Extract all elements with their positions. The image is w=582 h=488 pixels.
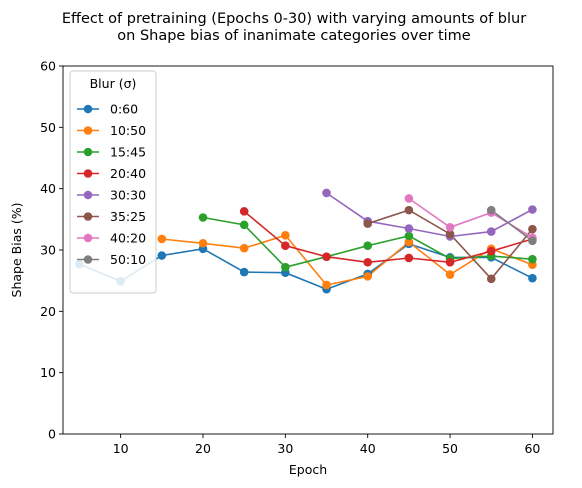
data-point-0-60	[157, 251, 167, 260]
legend: Blur (σ) 0:60 10:50 15:45 20:40 30:30 35:25 40:…	[69, 70, 157, 294]
x-tick-label: 30	[277, 441, 293, 456]
legend-label-0-60: 0:60	[110, 102, 138, 117]
data-point-15-45	[239, 220, 249, 230]
data-point-50-10	[486, 205, 496, 215]
y-tick-label: 40	[40, 181, 56, 196]
data-point-10-50	[363, 272, 373, 281]
data-point-10-50	[239, 243, 249, 253]
legend-label-30-30: 30:30	[110, 188, 146, 203]
data-point-30-30	[528, 205, 537, 214]
legend-marker-0-60	[83, 104, 93, 114]
data-point-10-50	[445, 270, 455, 279]
data-point-40-20	[445, 223, 455, 232]
data-point-20-40	[281, 241, 290, 251]
data-point-20-40	[486, 246, 496, 256]
series-line-30-30	[326, 192, 533, 238]
series-line-35-25	[367, 209, 534, 281]
data-point-15-45	[198, 213, 208, 222]
x-tick-label: 10	[113, 441, 129, 456]
legend-label-40-20: 40:20	[110, 231, 146, 246]
y-axis-ticks: 0 10 20 30 40 50 60	[40, 59, 63, 442]
data-point-15-45	[528, 254, 537, 264]
y-tick-label: 60	[40, 59, 56, 74]
data-point-0-60	[528, 273, 537, 283]
data-point-35-25	[445, 229, 455, 239]
legend-label-35-25: 35:25	[110, 209, 146, 224]
series-line-50-10	[490, 209, 533, 242]
y-tick-label: 50	[40, 120, 56, 135]
data-point-15-45	[363, 241, 373, 251]
legend-label-50-10: 50:10	[110, 252, 146, 267]
data-point-35-25	[363, 219, 373, 228]
data-point-10-50	[198, 238, 208, 248]
data-point-50-10	[528, 236, 537, 246]
legend-marker-50-10	[83, 255, 93, 264]
legend-marker-10-50	[83, 126, 93, 135]
legend-marker-15-45	[83, 147, 93, 157]
x-tick-label: 20	[195, 441, 211, 456]
legend-marker-20-40	[83, 169, 93, 178]
data-point-35-25	[528, 224, 537, 234]
data-point-15-45	[404, 231, 414, 241]
legend-label-10-50: 10:50	[110, 123, 146, 138]
data-point-35-25	[486, 274, 496, 284]
data-point-30-30	[486, 227, 496, 236]
data-point-10-50	[404, 237, 414, 247]
legend-label-15-45: 15:45	[110, 145, 146, 160]
data-point-40-20	[404, 194, 414, 203]
legend-label-20-40: 20:40	[110, 166, 146, 181]
x-tick-label: 40	[360, 441, 376, 456]
x-tick-label: 50	[442, 441, 458, 456]
data-point-30-30	[322, 188, 331, 198]
data-point-20-40	[322, 252, 331, 262]
chart-title-line-2: on Shape bias of inanimate categories ov…	[117, 28, 470, 44]
x-tick-label: 60	[524, 441, 540, 456]
chart-title-line-1: Effect of pretraining (Epochs 0-30) with…	[62, 11, 526, 27]
series-line-10-50	[161, 234, 533, 286]
legend-title: Blur (σ)	[90, 76, 137, 91]
series-line-20-40	[243, 210, 533, 264]
y-tick-label: 10	[40, 365, 56, 380]
y-axis-label: Shape Bias (%)	[9, 203, 24, 298]
data-point-30-30	[404, 224, 414, 233]
data-point-20-40	[445, 257, 455, 267]
data-point-10-50	[157, 234, 167, 244]
x-axis-ticks: 10 20 30 40 50 60	[113, 434, 540, 456]
data-point-10-50	[281, 230, 290, 240]
legend-marker-30-30	[83, 190, 93, 200]
y-tick-label: 0	[48, 427, 56, 442]
legend-marker-35-25	[83, 212, 93, 221]
data-point-20-40	[239, 207, 249, 216]
data-point-35-25	[404, 205, 414, 215]
data-point-10-50	[322, 280, 331, 290]
x-axis-label: Epoch	[289, 462, 327, 477]
data-point-20-40	[404, 253, 414, 263]
y-tick-label: 20	[40, 304, 56, 319]
y-tick-label: 30	[40, 243, 56, 258]
data-point-20-40	[363, 257, 373, 267]
data-point-15-45	[281, 262, 290, 272]
chart-title-group: Effect of pretraining (Epochs 0-30) with…	[62, 11, 526, 44]
data-point-0-60	[239, 267, 249, 277]
legend-marker-40-20	[83, 233, 93, 243]
